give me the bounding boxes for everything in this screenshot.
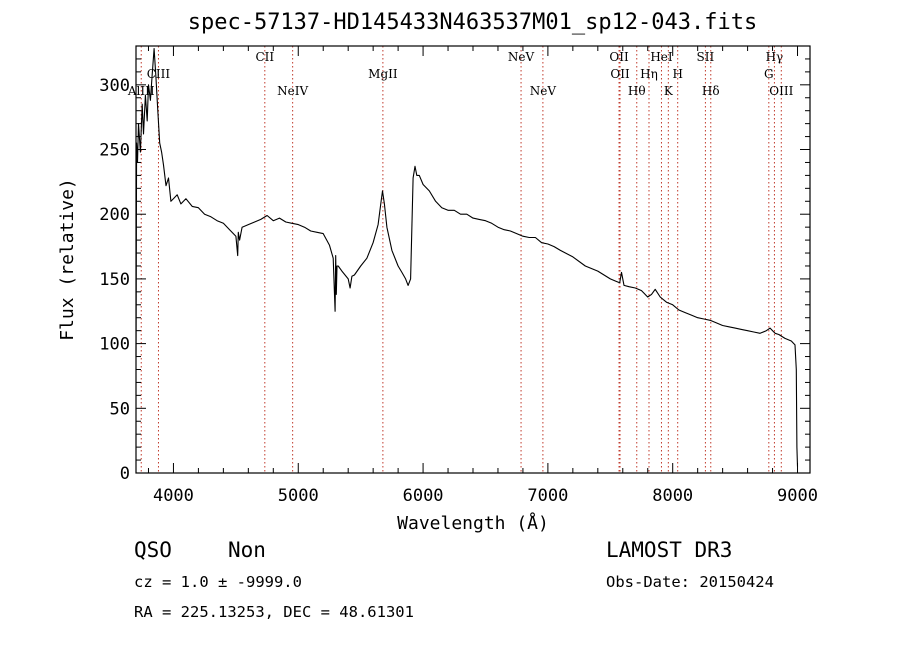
line-label-12: K bbox=[664, 84, 674, 98]
line-label-3: NeIV bbox=[277, 84, 308, 98]
y-tick-label-100: 100 bbox=[99, 335, 130, 355]
line-label-13: H bbox=[672, 67, 682, 81]
x-tick-label-7000: 7000 bbox=[527, 486, 568, 506]
object-class: QSO bbox=[134, 538, 172, 562]
x-tick-label-4000: 4000 bbox=[153, 486, 194, 506]
y-tick-label-150: 150 bbox=[99, 270, 130, 290]
line-label-9: Hθ bbox=[628, 84, 646, 98]
line-label-4: MgII bbox=[368, 67, 398, 81]
line-label-5: NeV bbox=[508, 50, 535, 64]
y-tick-label-300: 300 bbox=[99, 76, 130, 96]
line-label-6: NeV bbox=[530, 84, 557, 98]
x-tick-label-9000: 9000 bbox=[777, 486, 818, 506]
x-tick-label-5000: 5000 bbox=[278, 486, 319, 506]
line-label-17: Hγ bbox=[766, 50, 784, 64]
y-tick-label-0: 0 bbox=[120, 464, 130, 484]
line-label-18: OIII bbox=[769, 84, 793, 98]
line-label-16: G bbox=[764, 67, 774, 81]
line-label-15: Hδ bbox=[702, 84, 720, 98]
spectrum-line bbox=[135, 48, 799, 467]
plot-frame bbox=[135, 45, 811, 474]
line-label-7: OII bbox=[609, 50, 629, 64]
observation-date: Obs-Date: 20150424 bbox=[606, 573, 774, 591]
survey-name: LAMOST DR3 bbox=[606, 538, 733, 562]
line-label-1: CIII bbox=[147, 67, 171, 81]
y-tick-label-250: 250 bbox=[99, 141, 130, 161]
redshift-cz: cz = 1.0 ± -9999.0 bbox=[134, 573, 302, 591]
object-subclass: Non bbox=[228, 538, 266, 562]
x-tick-label-6000: 6000 bbox=[403, 486, 444, 506]
x-tick-label-8000: 8000 bbox=[652, 486, 693, 506]
line-label-10: Hη bbox=[640, 67, 658, 81]
chart-title: spec-57137-HD145433N463537M01_sp12-043.f… bbox=[187, 10, 758, 35]
line-label-11: HeI bbox=[650, 50, 673, 64]
line-label-14: SII bbox=[697, 50, 715, 64]
x-axis-label: Wavelength (Å) bbox=[397, 512, 549, 534]
y-tick-label-200: 200 bbox=[99, 205, 130, 225]
line-label-8: OII bbox=[610, 67, 630, 81]
y-axis-label: Flux (relative) bbox=[57, 178, 78, 341]
line-label-2: CII bbox=[255, 50, 274, 64]
y-tick-label-50: 50 bbox=[110, 399, 130, 419]
coordinates: RA = 225.13253, DEC = 48.61301 bbox=[134, 603, 414, 621]
